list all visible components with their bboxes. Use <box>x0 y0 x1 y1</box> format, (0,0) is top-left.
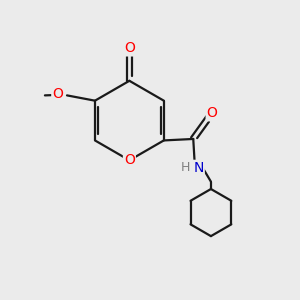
Text: O: O <box>124 41 135 56</box>
Text: O: O <box>124 153 135 167</box>
Text: N: N <box>194 161 204 175</box>
Text: O: O <box>207 106 218 120</box>
Text: H: H <box>180 161 190 174</box>
Text: O: O <box>52 87 63 101</box>
